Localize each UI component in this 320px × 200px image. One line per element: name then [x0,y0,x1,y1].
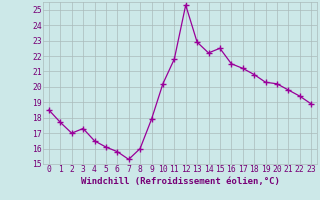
X-axis label: Windchill (Refroidissement éolien,°C): Windchill (Refroidissement éolien,°C) [81,177,279,186]
